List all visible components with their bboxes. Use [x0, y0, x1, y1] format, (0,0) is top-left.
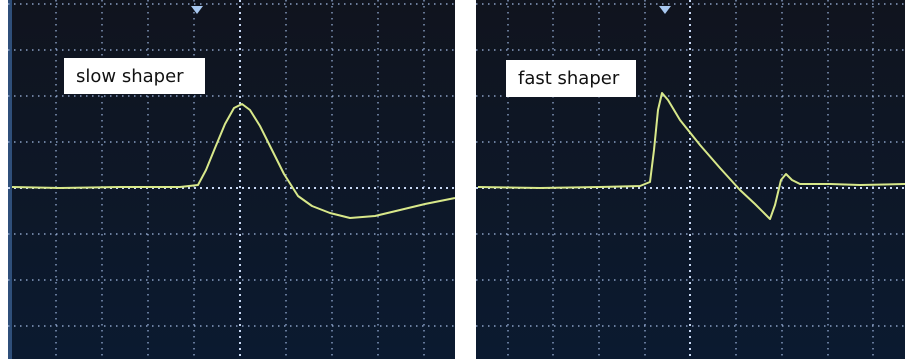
scope-panel-slow: slow shaper — [8, 0, 455, 359]
screen — [476, 0, 905, 359]
screen-edge — [8, 0, 12, 359]
panel-label: fast shaper — [518, 68, 620, 89]
panel-label: slow shaper — [76, 66, 184, 87]
screen — [8, 0, 455, 359]
screenshot: slow shaper fast shaper — [0, 0, 905, 359]
scope-panel-fast: fast shaper — [476, 0, 905, 359]
